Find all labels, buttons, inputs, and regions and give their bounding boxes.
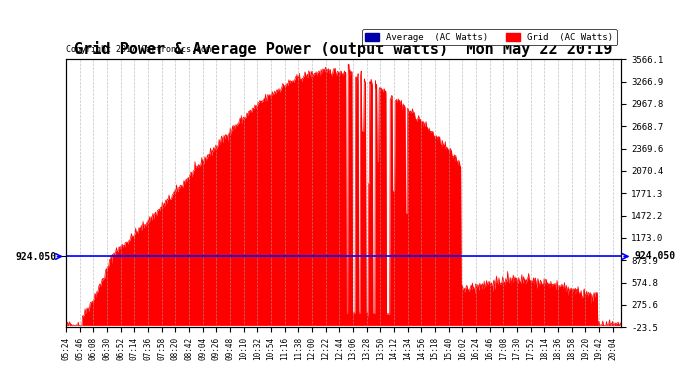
Legend: Average  (AC Watts), Grid  (AC Watts): Average (AC Watts), Grid (AC Watts) (362, 29, 617, 45)
Text: Copyright 2017 Cartronics.com: Copyright 2017 Cartronics.com (66, 45, 211, 54)
Text: 924.050: 924.050 (634, 252, 676, 261)
Title: Grid Power & Average Power (output watts)  Mon May 22 20:19: Grid Power & Average Power (output watts… (75, 41, 613, 57)
